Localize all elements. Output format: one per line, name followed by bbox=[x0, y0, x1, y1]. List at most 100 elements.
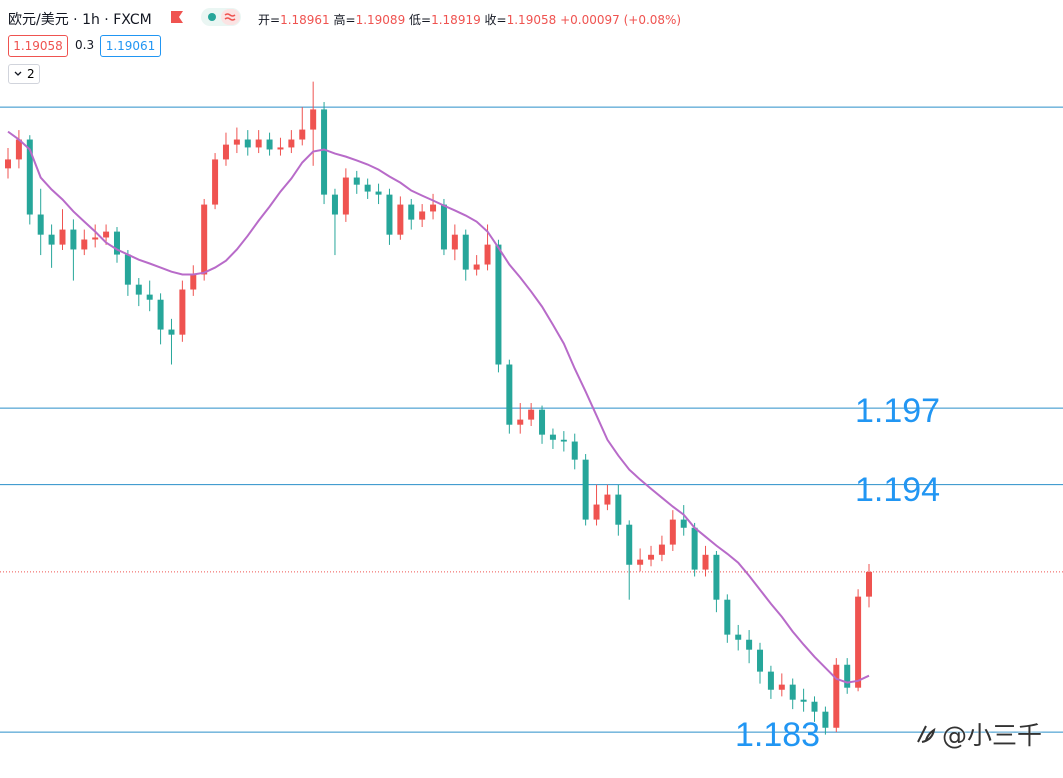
spread: 0.3 bbox=[75, 38, 95, 52]
candle-body bbox=[59, 229, 66, 245]
moving-average-line bbox=[7, 130, 870, 684]
candle-body bbox=[778, 684, 785, 690]
candle-body bbox=[528, 409, 535, 420]
candle-body bbox=[506, 364, 513, 425]
candle-body bbox=[571, 441, 578, 460]
candle-body bbox=[408, 204, 415, 220]
candle-body bbox=[735, 634, 742, 640]
candle-body bbox=[419, 211, 426, 220]
close-value: 1.19058 bbox=[506, 13, 557, 27]
candle-body bbox=[364, 184, 371, 192]
candle-body bbox=[615, 494, 622, 525]
candle-body bbox=[157, 299, 164, 330]
candle-body bbox=[255, 139, 262, 148]
candle-body bbox=[70, 229, 77, 250]
candle-body bbox=[462, 234, 469, 270]
candle-body bbox=[48, 234, 55, 245]
candle-body bbox=[822, 711, 829, 728]
candle-body bbox=[386, 194, 393, 235]
candle-body bbox=[680, 519, 687, 528]
candle-body bbox=[331, 194, 338, 215]
candle-body bbox=[855, 596, 862, 688]
candle-body bbox=[767, 671, 774, 690]
candle-body bbox=[549, 434, 556, 440]
candle-body bbox=[430, 204, 437, 212]
candle-body bbox=[637, 559, 644, 565]
candle-body bbox=[626, 524, 633, 565]
candle-body bbox=[397, 204, 404, 235]
indicator-count: 2 bbox=[27, 67, 35, 81]
candle-body bbox=[800, 699, 807, 702]
candle-body bbox=[593, 504, 600, 520]
candle-body bbox=[691, 527, 698, 570]
candle-body bbox=[277, 147, 284, 150]
candle-body bbox=[124, 254, 131, 285]
candle-body bbox=[669, 519, 676, 545]
candle-body bbox=[539, 409, 546, 435]
candle-body bbox=[190, 274, 197, 290]
candle-body bbox=[299, 129, 306, 140]
candle-body bbox=[484, 244, 491, 265]
candle-body bbox=[146, 294, 153, 300]
candle-body bbox=[92, 237, 99, 240]
watermark-icon bbox=[917, 725, 936, 743]
candle-body bbox=[789, 684, 796, 700]
candle-body bbox=[757, 649, 764, 672]
open-value: 1.18961 bbox=[280, 13, 330, 27]
candle-body bbox=[15, 139, 22, 160]
candle-body bbox=[713, 554, 720, 600]
status-icons bbox=[208, 9, 240, 25]
candle-body bbox=[746, 639, 753, 650]
high-label: 高= bbox=[333, 13, 356, 27]
candle-body bbox=[201, 204, 208, 275]
candle-body bbox=[866, 571, 872, 597]
candle-body bbox=[179, 289, 186, 335]
candle-body bbox=[244, 139, 251, 148]
candle-body bbox=[353, 177, 360, 185]
candle-body bbox=[582, 459, 589, 520]
candle-body bbox=[473, 264, 480, 270]
candle-body bbox=[26, 139, 33, 215]
candle-body bbox=[702, 554, 709, 570]
price-annotation: 1.194 bbox=[855, 471, 940, 509]
candle-body bbox=[222, 144, 229, 160]
candle-body bbox=[113, 231, 120, 255]
candle-body bbox=[440, 204, 447, 250]
high-value: 1.19089 bbox=[355, 13, 406, 27]
bid-button[interactable]: 1.19058 bbox=[8, 35, 68, 57]
change-value: +0.00097 bbox=[560, 13, 620, 27]
price-annotation: 1.183 bbox=[735, 716, 820, 754]
watermark: @小三千 bbox=[942, 721, 1043, 750]
candle-body bbox=[648, 554, 655, 560]
candle-body bbox=[724, 599, 731, 635]
change-percent: (+0.08%) bbox=[623, 13, 682, 27]
candle-body bbox=[37, 214, 44, 235]
price-annotation: 1.197 bbox=[855, 392, 940, 430]
candle-body bbox=[342, 177, 349, 215]
candle-body bbox=[811, 701, 818, 712]
candle-body bbox=[604, 494, 611, 505]
status-pill[interactable] bbox=[201, 8, 241, 26]
open-label: 开= bbox=[258, 13, 281, 27]
candle-body bbox=[495, 244, 502, 365]
ohlc-legend: 开=1.18961 高=1.19089 低=1.18919 收=1.19058 … bbox=[258, 11, 681, 28]
candle-body bbox=[168, 329, 175, 335]
candle-body bbox=[103, 231, 110, 238]
candle-body bbox=[233, 139, 240, 145]
close-label: 收= bbox=[484, 13, 507, 27]
indicator-toggle[interactable]: 2 bbox=[8, 64, 40, 84]
flag-icon[interactable] bbox=[170, 10, 184, 24]
candle-body bbox=[135, 284, 142, 295]
candle-body bbox=[844, 664, 851, 688]
candle-body bbox=[375, 191, 382, 195]
candle-body bbox=[288, 139, 295, 148]
ask-button[interactable]: 1.19061 bbox=[100, 35, 161, 57]
chevron-icon bbox=[14, 71, 22, 76]
candle-body bbox=[321, 109, 328, 195]
low-value: 1.18919 bbox=[431, 13, 481, 27]
candle-body bbox=[517, 419, 524, 425]
symbol-title[interactable]: 欧元/美元 · 1h · FXCM bbox=[8, 12, 152, 28]
candle-body bbox=[266, 139, 273, 150]
